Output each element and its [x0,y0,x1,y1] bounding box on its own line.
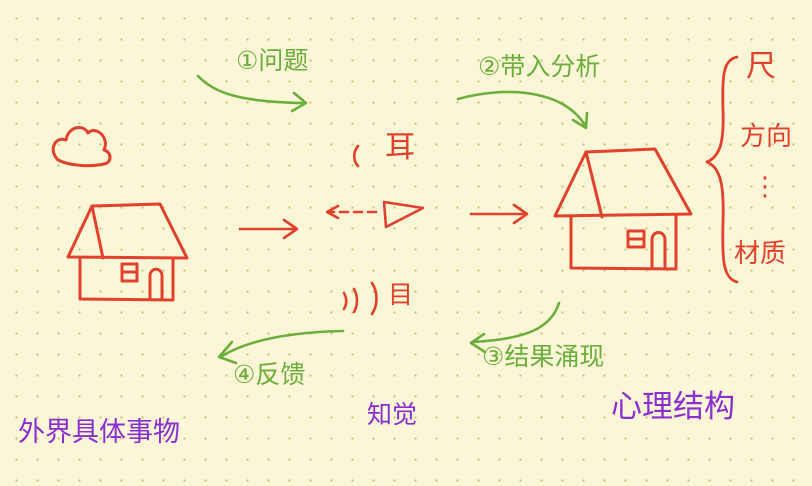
sound-wave-3 [370,281,378,316]
curly-brace [705,55,739,284]
external-house-roof-ridge [90,204,105,260]
arrow-step2 [456,90,589,130]
external-house-door [148,267,164,301]
ear-glyph: 耳 [385,130,415,165]
step2-label: ②带入分析 [478,52,601,81]
arrow-to-senses [238,218,299,240]
external-house [66,202,189,302]
mental-house [553,147,693,271]
arrow-to-mind [469,203,529,225]
perception-label: 知觉 [367,400,418,429]
eye-glyph: 目 [388,280,414,309]
brace-item-material: 材质 [734,239,787,269]
sound-wave-2 [352,287,359,314]
external-house-roof [66,202,189,260]
mental-house-door [650,231,667,270]
ear-mark [352,144,360,168]
mental-house-walls [569,214,678,271]
mental-structure-label: 心理结构 [611,389,735,425]
step3-label: ③结果涌现 [482,342,605,371]
dashed-arrow-head [325,204,340,220]
arrow-step3 [469,301,561,354]
brace-item-ellipsis: ⋮ [752,172,778,202]
arrow-step1 [196,74,308,113]
mental-house-roof [553,147,693,218]
sensory-organs [325,144,425,316]
external-house-walls [78,256,175,302]
external-things-label: 外界具体事物 [18,417,180,448]
brace-item-ruler: 尺 [746,49,776,84]
cloud-shape [51,126,112,168]
step1-label: ①问题 [236,46,309,75]
step4-label: ④反馈 [233,360,306,389]
eye-cone [382,200,425,229]
mental-house-roof-ridge [584,150,604,219]
brace-item-direction: 方向 [740,122,793,152]
arrow-step4 [217,329,345,365]
sound-wave-1 [342,291,348,311]
